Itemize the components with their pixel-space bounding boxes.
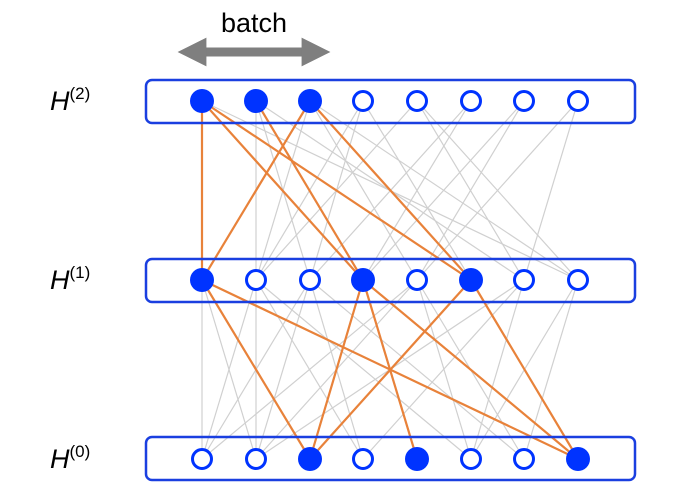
unsampled-node [513, 90, 535, 112]
sampled-node [298, 89, 322, 113]
unsampled-node [299, 269, 321, 291]
gray-edge [362, 279, 525, 460]
unsampled-node [245, 448, 267, 470]
unsampled-node [460, 90, 482, 112]
gray-edge [523, 279, 579, 460]
sampled-node [566, 447, 590, 471]
unsampled-node [513, 269, 535, 291]
sampled-node [351, 268, 375, 292]
sampled-edges [200, 100, 579, 460]
sampled-node [190, 89, 214, 113]
sampled-node [244, 89, 268, 113]
unsampled-node [406, 269, 428, 291]
sampled-edge [201, 100, 364, 281]
gray-edge [201, 279, 418, 460]
sampled-edge [255, 100, 364, 281]
sampled-edge [201, 279, 311, 460]
gray-edge [201, 279, 257, 460]
sampled-edge [308, 279, 365, 460]
layer-box-h1 [144, 257, 637, 304]
gray-edge [255, 279, 472, 460]
sampled-edge [201, 100, 311, 281]
unsampled-node [567, 269, 589, 291]
gray-edge [309, 100, 418, 281]
sampled-edge [470, 279, 579, 460]
gray-edge [470, 279, 525, 460]
gray-edge [523, 100, 579, 281]
gray-edge [255, 279, 311, 460]
sampled-edge [309, 279, 472, 460]
gray-edge [309, 279, 525, 460]
sampled-node [298, 447, 322, 471]
layer-box-h2 [144, 78, 637, 125]
unsampled-node [513, 448, 535, 470]
batch-label: batch [221, 8, 287, 38]
unsampled-node [352, 90, 374, 112]
sampled-node [459, 268, 483, 292]
unsampled-node [567, 90, 589, 112]
unsampled-node [406, 90, 428, 112]
unsampled-node [352, 448, 374, 470]
gray-edge [362, 100, 472, 281]
layer-label-h0: H(0) [50, 442, 90, 474]
gray-edge [416, 100, 525, 281]
layer-label-h1: H(1) [50, 263, 90, 295]
sampled-edge [201, 100, 472, 281]
sampled-edge [362, 279, 579, 460]
sampled-node [190, 268, 214, 292]
unsampled-node [245, 269, 267, 291]
sampled-edge [309, 100, 472, 281]
unsampled-node [460, 448, 482, 470]
layer-label-h2: H(2) [50, 84, 90, 116]
layer-box-h0 [144, 435, 637, 482]
sampled-node [405, 447, 429, 471]
gray-edge [309, 100, 579, 281]
unsampled-node [191, 448, 213, 470]
nodes [190, 89, 590, 471]
